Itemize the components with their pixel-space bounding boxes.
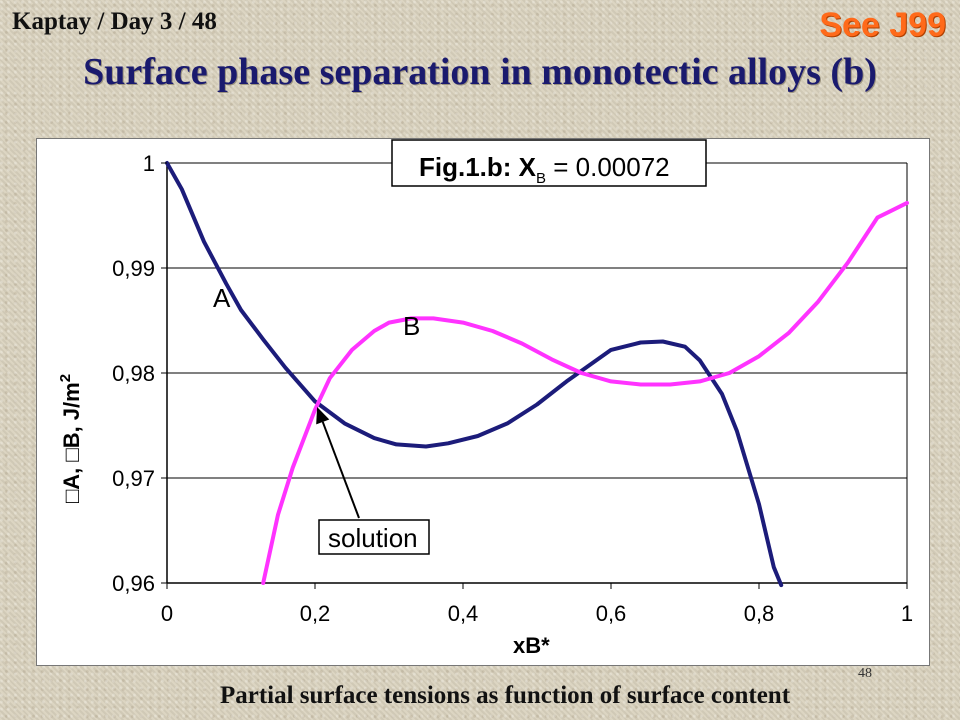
- y-axis-title-superscript: 2: [57, 374, 74, 382]
- x-tick-label-3: 0,6: [596, 601, 627, 626]
- slide-title: Surface phase separation in monotectic a…: [83, 51, 877, 93]
- chart-title: Fig.1.b: XB = 0.00072: [419, 152, 670, 187]
- see-reference-label: See J99: [819, 6, 946, 44]
- series-label-A: A: [213, 283, 231, 313]
- y-tick-label-1: 0,97: [112, 466, 155, 491]
- solution-arrow-line: [321, 421, 360, 519]
- series-label-B: B: [403, 311, 420, 341]
- solution-box: [318, 519, 430, 555]
- slide-header-left: Kaptay / Day 3 / 48: [12, 8, 217, 35]
- y-tick-label-4: 1: [143, 151, 155, 176]
- x-tick-label-2: 0,4: [448, 601, 479, 626]
- x-tick-label-5: 1: [901, 601, 913, 626]
- chart-title-main: Fig.1.b: X: [419, 152, 537, 182]
- slide-caption: Partial surface tensions as function of …: [219, 682, 791, 709]
- x-axis-title: xB*: [513, 633, 550, 658]
- x-tick-label-0: 0: [161, 601, 173, 626]
- chart-title-box: [391, 139, 707, 187]
- chart-title-subscript: B: [536, 170, 546, 187]
- x-axis-title-text: xB*: [513, 633, 550, 658]
- x-tick-label-4: 0,8: [744, 601, 775, 626]
- x-tick-label-1: 0,2: [300, 601, 331, 626]
- page-number: 48: [858, 666, 872, 681]
- chart-title-value: = 0.00072: [546, 152, 670, 182]
- chart-area: 0,96 0,97 0,98 0,99 1 0 0,2 0,4 0,6 0,8 1 □A, □B, …: [36, 138, 930, 666]
- y-tick-label-0: 0,96: [112, 571, 155, 596]
- y-axis-title: □A, □B, J/m2: [57, 374, 84, 503]
- y-axis-title-main: □A, □B, J/m: [59, 382, 84, 503]
- y-tick-label-2: 0,98: [112, 361, 155, 386]
- series-line-A: [165, 161, 784, 588]
- series-line-B: [261, 200, 909, 585]
- chart-svg: 0,96 0,97 0,98 0,99 1 0 0,2 0,4 0,6 0,8 1 □A, □B, …: [57, 139, 913, 658]
- y-tick-label-3: 0,99: [112, 256, 155, 281]
- solution-label: solution: [328, 523, 418, 553]
- solution-arrow-head: [316, 407, 330, 425]
